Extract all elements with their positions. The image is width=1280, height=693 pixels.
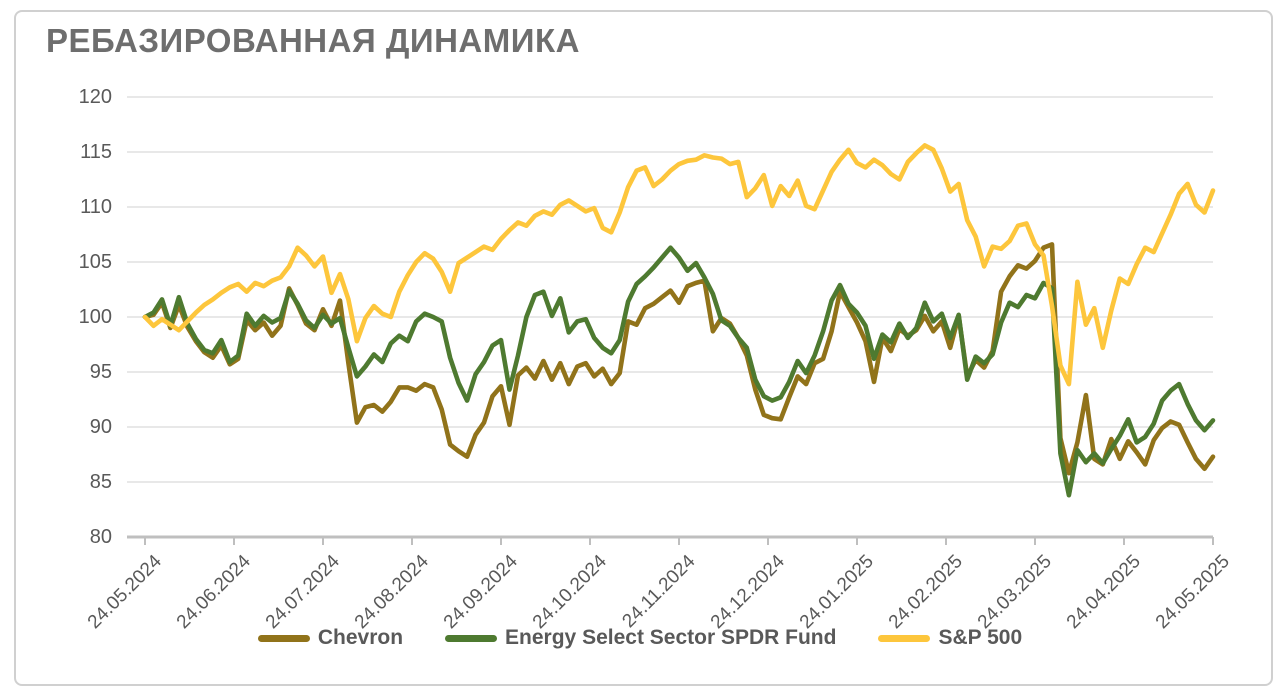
legend-label: S&P 500 (938, 626, 1023, 649)
legend-label: Energy Select Sector SPDR Fund (505, 626, 837, 649)
y-axis-tick-label-90: 90 (89, 416, 112, 438)
y-axis-tick-label-95: 95 (89, 361, 112, 383)
y-axis-tick-label-105: 105 (78, 251, 112, 273)
legend-swatch-icon (445, 634, 498, 642)
chart-title: РЕБАЗИРОВАННАЯ ДИНАМИКА (46, 22, 580, 59)
y-axis-tick-label-115: 115 (80, 141, 112, 163)
series-line-1-energy-select-sector-spdr-fund (142, 245, 1216, 498)
legend-item-chevron: Chevron (257, 626, 404, 650)
legend-swatch-icon (257, 634, 310, 642)
legend-item-s-p-500: S&P 500 (878, 626, 1022, 650)
chart-legend: Chevron Energy Select Sector SPDR Fund S&P… (0, 626, 1280, 650)
y-axis-tick-label-120: 120 (78, 86, 112, 108)
y-axis-tick-label-80: 80 (89, 526, 112, 548)
legend-item-energy-select-sector-spdr-fund: Energy Select Sector SPDR Fund (445, 626, 836, 650)
series-line-0-chevron (142, 242, 1216, 476)
y-axis-tick-label-100: 100 (78, 306, 112, 328)
series-line-2-s-p-500 (142, 143, 1216, 387)
y-axis-tick-label-85: 85 (89, 471, 112, 493)
legend-label: Chevron (317, 626, 404, 649)
legend-swatch-icon (878, 634, 931, 642)
y-axis-tick-label-110: 110 (80, 196, 112, 218)
